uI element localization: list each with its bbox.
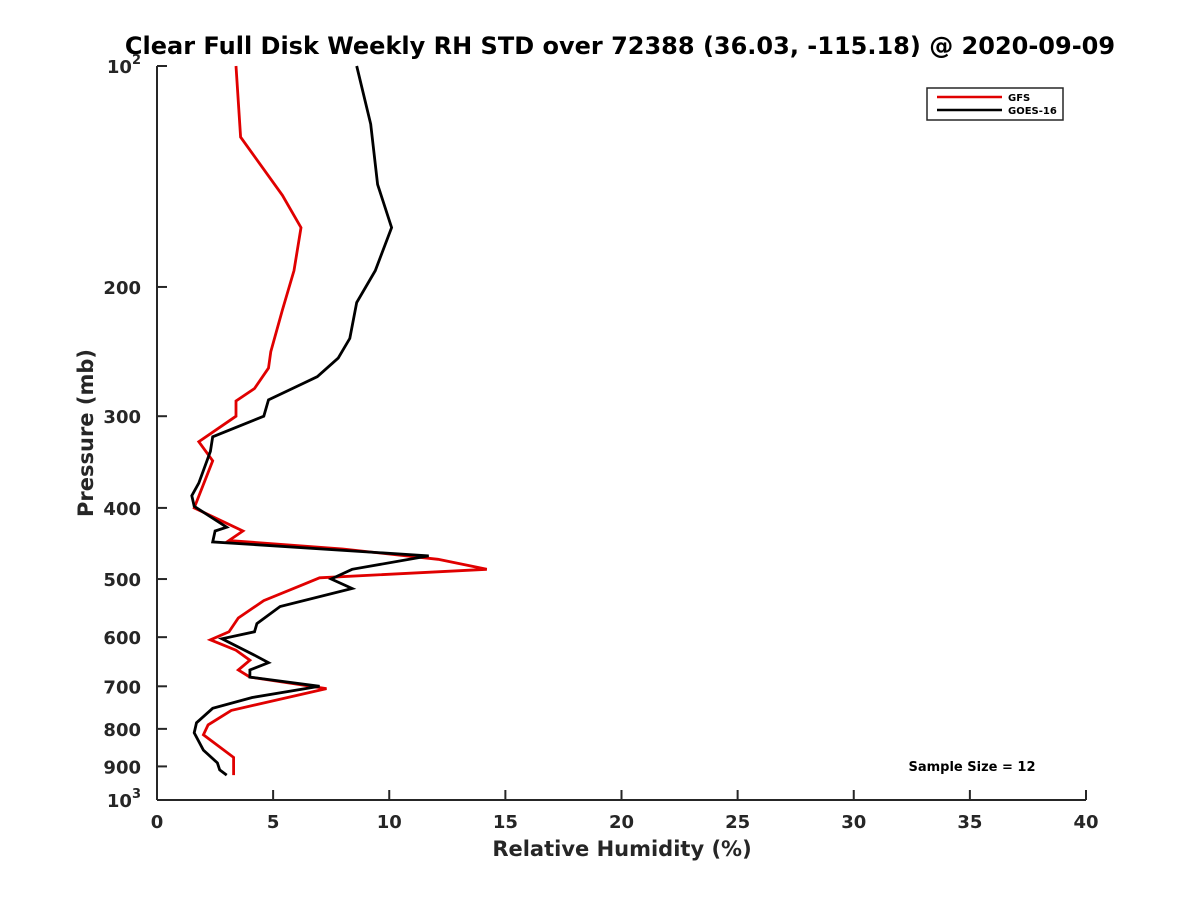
y-tick-label: 400	[103, 499, 141, 520]
legend-label-goes16: GOES-16	[1008, 106, 1057, 117]
x-tick-label: 40	[1073, 812, 1098, 833]
series-layer	[190, 65, 488, 777]
y-tick-label: 500	[103, 570, 141, 591]
x-tick-label: 5	[267, 812, 280, 833]
y-tick-label: 200	[103, 278, 141, 299]
y-tick-exponent: 2	[132, 53, 141, 68]
y-tick-base: 10	[107, 791, 132, 812]
y-axis-label: Pressure (mb)	[74, 349, 98, 517]
y-tick-label: 102	[107, 53, 141, 78]
chart-title: Clear Full Disk Weekly RH STD over 72388…	[125, 32, 1115, 60]
y-tick-label: 800	[103, 720, 141, 741]
x-tick-label: 25	[725, 812, 750, 833]
x-tick-label: 20	[609, 812, 634, 833]
x-tick-label: 35	[957, 812, 982, 833]
plot-area: 0 5 10 15 20 25 30 35 40 10220030040050060070080…	[103, 53, 1098, 833]
y-tick-label: 103	[107, 787, 141, 812]
legend-box	[926, 87, 1064, 121]
y-tick-label: 300	[103, 407, 141, 428]
y-tick-label: 700	[103, 677, 141, 698]
sample-size-annotation: Sample Size = 12	[908, 760, 1035, 775]
x-tick-label: 15	[493, 812, 518, 833]
legend: GFS GOES-16	[926, 87, 1064, 121]
series-line-goes-16	[190, 65, 429, 777]
x-tick-label: 30	[841, 812, 866, 833]
y-tick-label: 900	[103, 757, 141, 778]
y-tick-exponent: 3	[132, 787, 141, 802]
legend-label-gfs: GFS	[1008, 93, 1030, 104]
y-tick-label: 600	[103, 628, 141, 649]
series-line-gfs	[192, 65, 488, 776]
y-tick-base: 10	[107, 57, 132, 78]
x-tick-label: 0	[151, 812, 164, 833]
x-axis-label: Relative Humidity (%)	[492, 837, 751, 861]
x-ticks: 0 5 10 15 20 25 30 35 40	[151, 790, 1099, 833]
x-tick-label: 10	[377, 812, 402, 833]
